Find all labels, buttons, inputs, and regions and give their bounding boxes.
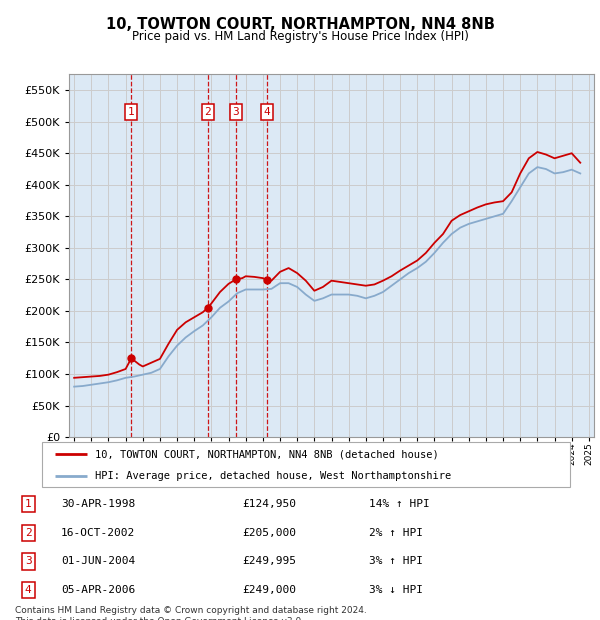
Text: £205,000: £205,000 — [242, 528, 296, 538]
Text: 01-JUN-2004: 01-JUN-2004 — [61, 557, 135, 567]
Text: 10, TOWTON COURT, NORTHAMPTON, NN4 8NB: 10, TOWTON COURT, NORTHAMPTON, NN4 8NB — [106, 17, 494, 32]
Text: 3: 3 — [25, 557, 32, 567]
Text: 30-APR-1998: 30-APR-1998 — [61, 499, 135, 509]
FancyBboxPatch shape — [42, 442, 570, 487]
Text: Price paid vs. HM Land Registry's House Price Index (HPI): Price paid vs. HM Land Registry's House … — [131, 30, 469, 43]
Text: 16-OCT-2002: 16-OCT-2002 — [61, 528, 135, 538]
Text: 2: 2 — [25, 528, 32, 538]
Text: 10, TOWTON COURT, NORTHAMPTON, NN4 8NB (detached house): 10, TOWTON COURT, NORTHAMPTON, NN4 8NB (… — [95, 449, 439, 459]
Text: 3% ↓ HPI: 3% ↓ HPI — [369, 585, 423, 595]
Text: 3% ↑ HPI: 3% ↑ HPI — [369, 557, 423, 567]
Text: £249,000: £249,000 — [242, 585, 296, 595]
Text: £249,995: £249,995 — [242, 557, 296, 567]
Text: 14% ↑ HPI: 14% ↑ HPI — [369, 499, 430, 509]
Text: 05-APR-2006: 05-APR-2006 — [61, 585, 135, 595]
Text: 2: 2 — [205, 107, 211, 117]
Text: HPI: Average price, detached house, West Northamptonshire: HPI: Average price, detached house, West… — [95, 471, 451, 480]
Text: 3: 3 — [232, 107, 239, 117]
Text: 2% ↑ HPI: 2% ↑ HPI — [369, 528, 423, 538]
Text: Contains HM Land Registry data © Crown copyright and database right 2024.
This d: Contains HM Land Registry data © Crown c… — [15, 606, 367, 620]
Text: 4: 4 — [25, 585, 32, 595]
Text: 1: 1 — [128, 107, 134, 117]
Text: £124,950: £124,950 — [242, 499, 296, 509]
Text: 4: 4 — [264, 107, 271, 117]
Text: 1: 1 — [25, 499, 32, 509]
